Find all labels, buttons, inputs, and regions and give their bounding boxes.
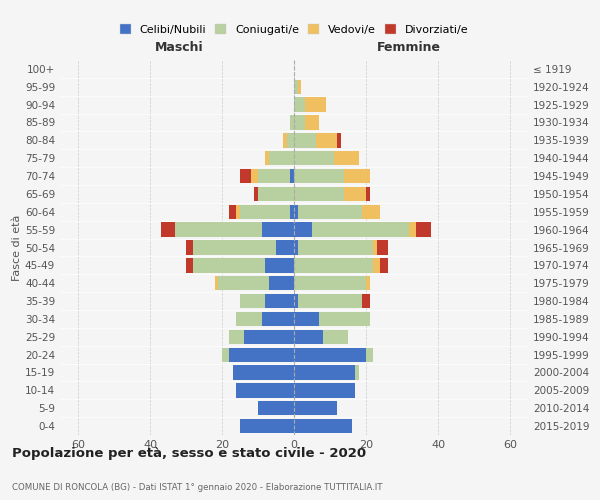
Bar	[269, 276, 294, 290]
Bar	[362, 204, 380, 219]
Bar	[244, 330, 294, 344]
Bar	[265, 151, 269, 166]
Bar	[265, 258, 294, 272]
Bar	[236, 204, 240, 219]
Bar	[294, 98, 305, 112]
Bar	[240, 169, 251, 183]
Bar	[269, 151, 294, 166]
Bar	[287, 133, 294, 148]
Legend: Celibi/Nubili, Coniugati/e, Vedovi/e, Divorziati/e: Celibi/Nubili, Coniugati/e, Vedovi/e, Di…	[119, 24, 469, 34]
Bar	[294, 366, 355, 380]
Bar	[218, 276, 269, 290]
Bar	[229, 204, 236, 219]
Bar	[294, 383, 355, 398]
Bar	[334, 151, 359, 166]
Bar	[362, 294, 370, 308]
Bar	[258, 169, 290, 183]
Bar	[409, 222, 416, 237]
Text: Popolazione per età, sesso e stato civile - 2020: Popolazione per età, sesso e stato civil…	[12, 448, 366, 460]
Bar	[298, 204, 362, 219]
Text: Maschi: Maschi	[154, 40, 203, 54]
Bar	[366, 187, 370, 201]
Bar	[416, 222, 431, 237]
Bar	[323, 330, 348, 344]
Bar	[319, 312, 370, 326]
Bar	[294, 419, 352, 433]
Bar	[366, 276, 370, 290]
Bar	[305, 116, 319, 130]
Bar	[337, 133, 341, 148]
Bar	[344, 187, 366, 201]
Text: COMUNE DI RONCOLA (BG) - Dati ISTAT 1° gennaio 2020 - Elaborazione TUTTITALIA.IT: COMUNE DI RONCOLA (BG) - Dati ISTAT 1° g…	[12, 483, 383, 492]
Bar	[298, 240, 373, 254]
Bar	[262, 222, 294, 237]
Bar	[276, 240, 294, 254]
Bar	[254, 187, 258, 201]
Bar	[294, 169, 344, 183]
Bar	[305, 98, 326, 112]
Bar	[294, 187, 344, 201]
Bar	[294, 151, 334, 166]
Bar	[175, 222, 262, 237]
Bar	[298, 80, 301, 94]
Bar	[344, 169, 370, 183]
Bar	[265, 294, 294, 308]
Bar	[193, 240, 276, 254]
Bar	[294, 80, 298, 94]
Bar	[294, 294, 298, 308]
Bar	[294, 401, 337, 415]
Bar	[258, 187, 294, 201]
Bar	[366, 348, 373, 362]
Bar	[240, 294, 265, 308]
Bar	[229, 330, 244, 344]
Bar	[229, 348, 294, 362]
Bar	[236, 383, 294, 398]
Bar	[373, 240, 377, 254]
Bar	[294, 133, 316, 148]
Bar	[193, 258, 265, 272]
Bar	[186, 240, 193, 254]
Bar	[233, 366, 294, 380]
Bar	[161, 222, 175, 237]
Bar	[316, 133, 337, 148]
Y-axis label: Fasce di età: Fasce di età	[12, 214, 22, 280]
Bar	[294, 312, 319, 326]
Bar	[236, 312, 262, 326]
Bar	[290, 204, 294, 219]
Text: Femmine: Femmine	[377, 40, 441, 54]
Bar	[377, 240, 388, 254]
Bar	[380, 258, 388, 272]
Bar	[215, 276, 218, 290]
Bar	[258, 401, 294, 415]
Bar	[240, 204, 290, 219]
Bar	[298, 294, 362, 308]
Bar	[240, 419, 294, 433]
Bar	[186, 258, 193, 272]
Bar	[294, 330, 323, 344]
Bar	[373, 258, 380, 272]
Bar	[251, 169, 258, 183]
Bar	[283, 133, 287, 148]
Bar	[294, 258, 373, 272]
Bar	[312, 222, 409, 237]
Bar	[355, 366, 359, 380]
Bar	[290, 169, 294, 183]
Bar	[222, 348, 229, 362]
Bar	[294, 240, 298, 254]
Bar	[294, 204, 298, 219]
Bar	[290, 116, 294, 130]
Bar	[294, 116, 305, 130]
Bar	[294, 348, 366, 362]
Bar	[294, 222, 312, 237]
Bar	[294, 276, 366, 290]
Bar	[262, 312, 294, 326]
